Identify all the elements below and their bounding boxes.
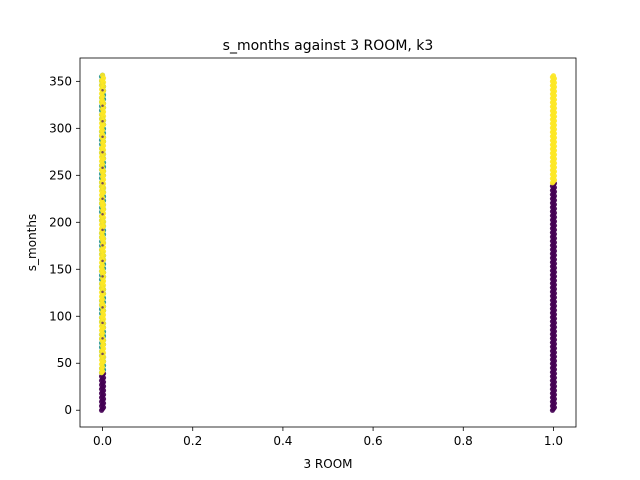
scatter-point [101, 197, 104, 201]
scatter-point [101, 337, 104, 340]
scatter-point [550, 73, 557, 79]
scatter-point [101, 290, 104, 294]
y-tick-label: 250 [49, 168, 72, 182]
scatter-point [101, 352, 104, 356]
y-axis: 0 50 100 150 200 250 300 350 [49, 74, 80, 417]
scatter-point [101, 244, 104, 247]
chart-title: s_months against 3 ROOM, k3 [223, 38, 434, 54]
points-layer [98, 72, 558, 413]
y-tick-label: 200 [49, 215, 72, 229]
plot-frame [79, 57, 577, 428]
x-axis-label: 3 ROOM [303, 457, 352, 471]
y-tick-label: 350 [49, 74, 72, 88]
scatter-point [101, 89, 104, 92]
scatter-point [101, 213, 104, 216]
x-tick-label: 0.4 [273, 434, 292, 448]
scatter-point [101, 166, 104, 170]
y-tick-label: 150 [49, 262, 72, 276]
scatter-point [101, 306, 104, 309]
y-tick-label: 100 [49, 309, 72, 323]
x-tick-label: 0.0 [93, 434, 112, 448]
y-tick-label: 0 [64, 403, 72, 417]
scatter-point [101, 182, 104, 185]
x-tick-label: 1.0 [544, 434, 563, 448]
scatter-point [101, 228, 104, 232]
y-tick-label: 50 [57, 356, 72, 370]
x-tick-label: 0.6 [364, 434, 383, 448]
scatter-point [101, 151, 104, 154]
x-tick-label: 0.2 [183, 434, 202, 448]
scatter-point [101, 120, 104, 123]
scatter-point [101, 275, 104, 278]
scatter-point [99, 72, 106, 78]
x-tick-label: 0.8 [454, 434, 473, 448]
scatter-point [101, 321, 104, 325]
y-axis-label: s_months [25, 214, 39, 271]
scatter-point [101, 259, 104, 263]
scatter-point [101, 135, 104, 139]
plot-background [80, 58, 576, 427]
scatter-point [101, 104, 104, 108]
y-tick-label: 300 [49, 121, 72, 135]
x-axis: 0.0 0.2 0.4 0.6 0.8 1.0 [93, 427, 563, 448]
